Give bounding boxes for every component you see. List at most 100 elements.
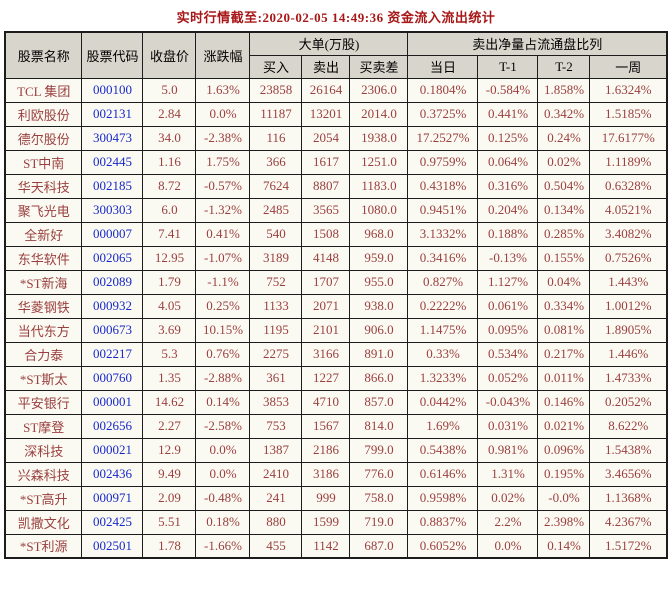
cell-code: 002185 <box>81 173 144 199</box>
table-row[interactable]: *ST新海 002089 1.79 -1.1% 752 1707 955.0 0.827% 1.… <box>4 269 668 295</box>
cell-sell: 13201 <box>301 101 351 127</box>
column-header-t-minus-1[interactable]: T-1 <box>477 54 539 79</box>
table-row[interactable]: 德尔股份 300473 34.0 -2.38% 116 2054 1938.0 17.2527… <box>4 125 668 151</box>
table-row[interactable]: TCL 集团 000100 5.0 1.63% 23858 26164 2306.0 0.18… <box>4 77 668 103</box>
column-header-change-pct[interactable]: 涨跌幅 <box>195 31 251 79</box>
cell-code: 002436 <box>81 461 144 487</box>
cell-t1: -0.584% <box>477 77 539 103</box>
cell-close: 12.9 <box>142 437 197 463</box>
cell-t1: -0.043% <box>477 389 539 415</box>
cell-diff: 906.0 <box>349 317 409 343</box>
cell-sell: 1707 <box>301 269 351 295</box>
cell-buy: 753 <box>249 413 303 439</box>
cell-buy: 7624 <box>249 173 303 199</box>
table-row[interactable]: 华菱钢铁 000932 4.05 0.25% 1133 2071 938.0 0.2222% 0… <box>4 293 668 319</box>
cell-close: 2.27 <box>142 413 197 439</box>
column-header-today[interactable]: 当日 <box>407 54 479 79</box>
cell-t1: 0.316% <box>477 173 539 199</box>
cell-name: 当代东方 <box>4 317 83 343</box>
column-header-buy[interactable]: 买入 <box>249 54 303 79</box>
table-row[interactable]: *ST利源 002501 1.78 -1.66% 455 1142 687.0 0.6052%… <box>4 533 668 559</box>
cell-diff: 758.0 <box>349 485 409 511</box>
cell-day: 0.2222% <box>407 293 479 319</box>
table-row[interactable]: 兴森科技 002436 9.49 0.0% 2410 3186 776.0 0.6146% 1.… <box>4 461 668 487</box>
cell-day: 0.6146% <box>407 461 479 487</box>
table-header: 股票名称 股票代码 收盘价 涨跌幅 大单(万股) 卖出净量占流通盘比列 买入 卖… <box>4 31 668 79</box>
cell-sell: 1142 <box>301 533 351 559</box>
cell-code: 002131 <box>81 101 144 127</box>
cell-sell: 2101 <box>301 317 351 343</box>
cell-code: 002217 <box>81 341 144 367</box>
cell-week: 4.0521% <box>589 197 668 223</box>
cell-t1: 0.031% <box>477 413 539 439</box>
cell-sell: 3186 <box>301 461 351 487</box>
cell-diff: 857.0 <box>349 389 409 415</box>
table-row[interactable]: ST摩登 002656 2.27 -2.58% 753 1567 814.0 1.69% 0.0… <box>4 413 668 439</box>
cell-week: 1.1368% <box>589 485 668 511</box>
cell-buy: 366 <box>249 149 303 175</box>
cell-code: 000100 <box>81 77 144 103</box>
column-header-week[interactable]: 一周 <box>589 54 668 79</box>
column-header-buy-sell-diff[interactable]: 买卖差 <box>349 54 409 79</box>
cell-t1: 0.441% <box>477 101 539 127</box>
cell-t2: 0.342% <box>537 101 591 127</box>
table-row[interactable]: 东华软件 002065 12.95 -1.07% 3189 4148 959.0 0.3416… <box>4 245 668 271</box>
column-header-t-minus-2[interactable]: T-2 <box>537 54 591 79</box>
cell-code: 002501 <box>81 533 144 559</box>
table-row[interactable]: 平安银行 000001 14.62 0.14% 3853 4710 857.0 0.0442%… <box>4 389 668 415</box>
table-row[interactable]: 利欧股份 002131 2.84 0.0% 11187 13201 2014.0 0.3725… <box>4 101 668 127</box>
cell-week: 4.2367% <box>589 509 668 535</box>
cell-change: -0.57% <box>195 173 251 199</box>
table-row[interactable]: 凯撒文化 002425 5.51 0.18% 880 1599 719.0 0.8837% 2.… <box>4 509 668 535</box>
column-header-sell[interactable]: 卖出 <box>301 54 351 79</box>
cell-diff: 814.0 <box>349 413 409 439</box>
table-row[interactable]: 全新好 000007 7.41 0.41% 540 1508 968.0 3.1332% 0.1… <box>4 221 668 247</box>
cell-name: ST中南 <box>4 149 83 175</box>
cell-sell: 4710 <box>301 389 351 415</box>
cell-change: -2.58% <box>195 413 251 439</box>
table-row[interactable]: 当代东方 000673 3.69 10.15% 1195 2101 906.0 1.1475%… <box>4 317 668 343</box>
column-header-close-price[interactable]: 收盘价 <box>142 31 197 79</box>
cell-t1: 0.052% <box>477 365 539 391</box>
cell-t2: 0.217% <box>537 341 591 367</box>
cell-day: 0.9598% <box>407 485 479 511</box>
cell-change: -1.32% <box>195 197 251 223</box>
cell-buy: 455 <box>249 533 303 559</box>
cell-name: 华天科技 <box>4 173 83 199</box>
table-row[interactable]: *ST斯太 000760 1.35 -2.88% 361 1227 866.0 1.3233%… <box>4 365 668 391</box>
cell-name: 平安银行 <box>4 389 83 415</box>
column-header-stock-code[interactable]: 股票代码 <box>81 31 144 79</box>
cell-close: 9.49 <box>142 461 197 487</box>
page-title: 实时行情截至:2020-02-05 14:49:36 资金流入流出统计 <box>176 10 496 25</box>
cell-t2: 0.04% <box>537 269 591 295</box>
column-header-stock-name[interactable]: 股票名称 <box>4 31 83 79</box>
cell-day: 1.69% <box>407 413 479 439</box>
cell-name: *ST高升 <box>4 485 83 511</box>
cell-day: 0.8837% <box>407 509 479 535</box>
cell-day: 1.3233% <box>407 365 479 391</box>
cell-diff: 1080.0 <box>349 197 409 223</box>
cell-diff: 719.0 <box>349 509 409 535</box>
cell-change: 0.0% <box>195 101 251 127</box>
table-row[interactable]: 合力泰 002217 5.3 0.76% 2275 3166 891.0 0.33% 0.534… <box>4 341 668 367</box>
table-row[interactable]: 深科技 000021 12.9 0.0% 1387 2186 799.0 0.5438% 0.9… <box>4 437 668 463</box>
cell-t1: 2.2% <box>477 509 539 535</box>
cell-t2: 0.134% <box>537 197 591 223</box>
cell-buy: 116 <box>249 125 303 151</box>
cell-day: 0.5438% <box>407 437 479 463</box>
cell-week: 1.4733% <box>589 365 668 391</box>
cell-close: 12.95 <box>142 245 197 271</box>
table-row[interactable]: *ST高升 000971 2.09 -0.48% 241 999 758.0 0.9598% 0… <box>4 485 668 511</box>
cell-day: 0.827% <box>407 269 479 295</box>
table-row[interactable]: ST中南 002445 1.16 1.75% 366 1617 1251.0 0.9759% 0… <box>4 149 668 175</box>
cell-buy: 540 <box>249 221 303 247</box>
table-row[interactable]: 华天科技 002185 8.72 -0.57% 7624 8807 1183.0 0.4318… <box>4 173 668 199</box>
table-row[interactable]: 聚飞光电 300303 6.0 -1.32% 2485 3565 1080.0 0.9451%… <box>4 197 668 223</box>
cell-close: 1.79 <box>142 269 197 295</box>
cell-day: 0.3416% <box>407 245 479 271</box>
cell-code: 000001 <box>81 389 144 415</box>
cell-buy: 11187 <box>249 101 303 127</box>
cell-buy: 1387 <box>249 437 303 463</box>
cell-sell: 999 <box>301 485 351 511</box>
cell-diff: 2014.0 <box>349 101 409 127</box>
